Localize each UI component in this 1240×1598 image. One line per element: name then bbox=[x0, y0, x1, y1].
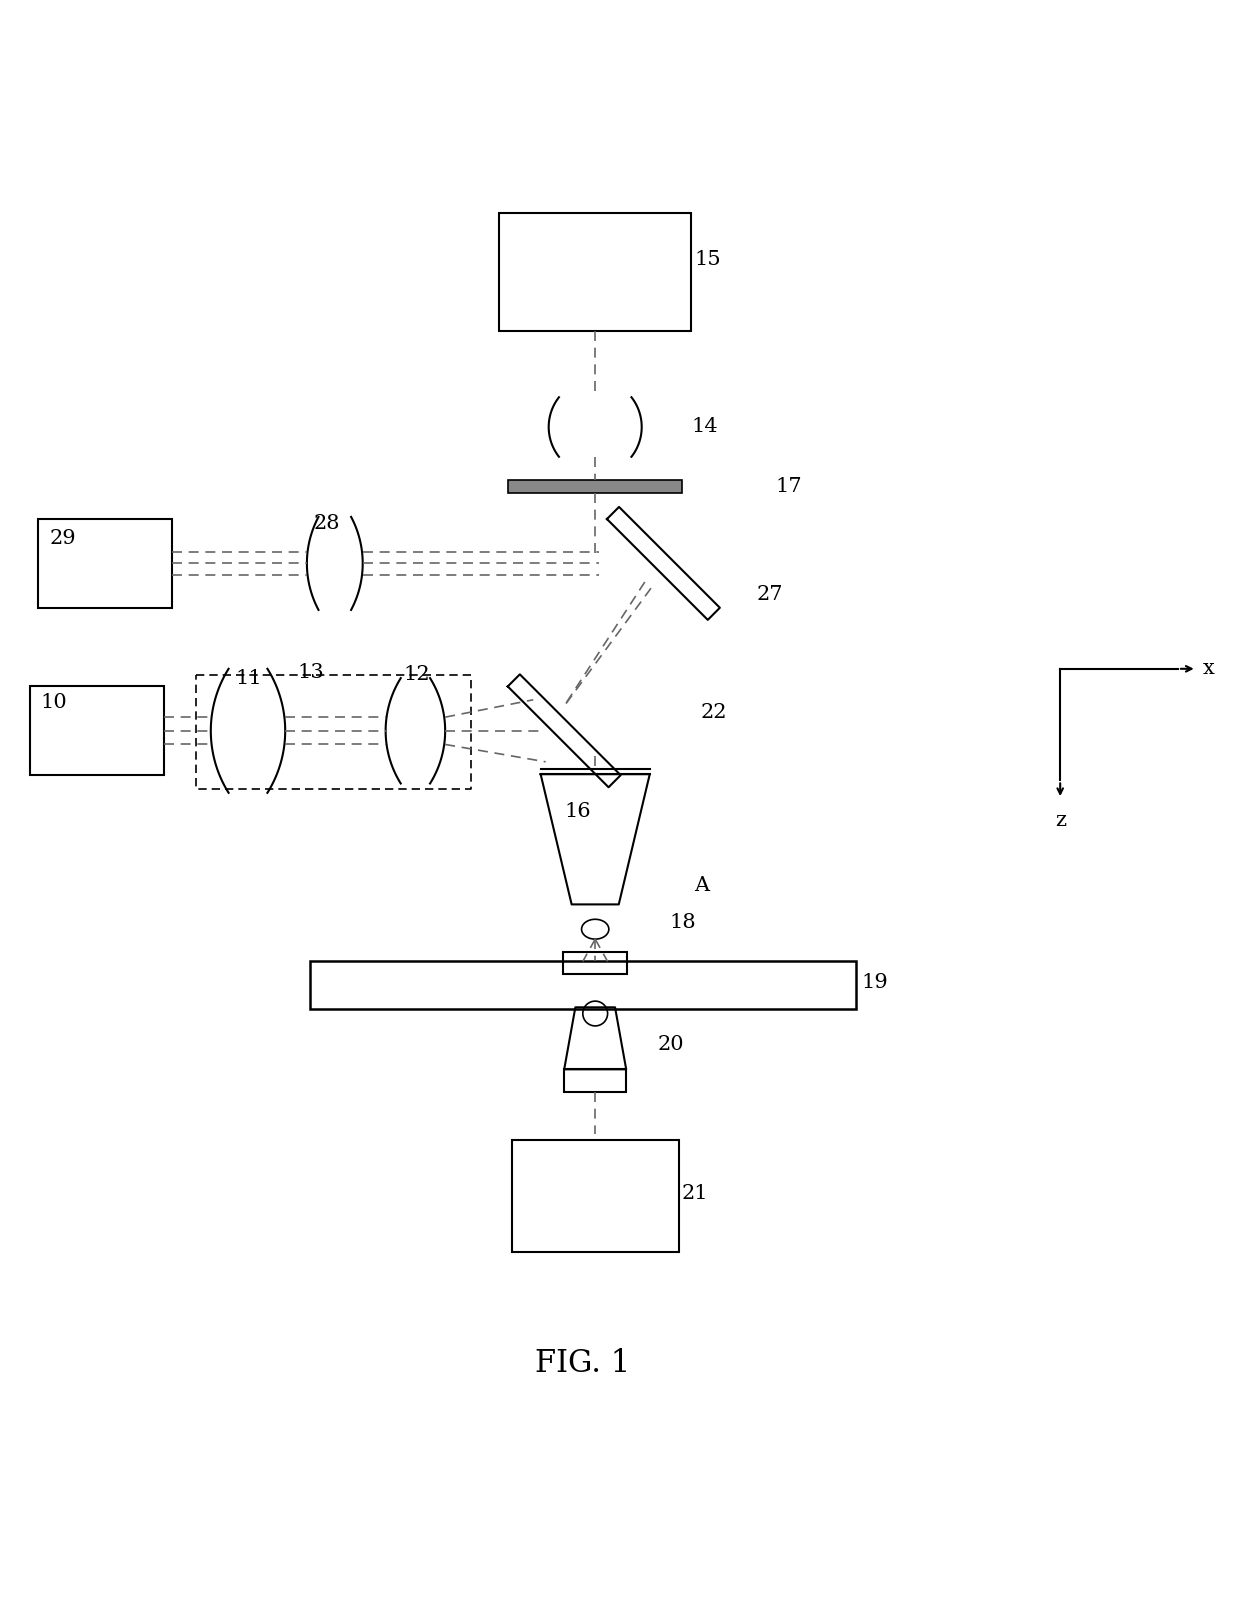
Bar bbox=[564, 1069, 626, 1091]
Text: 11: 11 bbox=[236, 670, 263, 689]
Text: 12: 12 bbox=[403, 665, 429, 684]
Text: FIG. 1: FIG. 1 bbox=[536, 1347, 630, 1379]
Text: 14: 14 bbox=[692, 417, 718, 436]
Text: 28: 28 bbox=[314, 515, 340, 534]
Bar bbox=[511, 1139, 680, 1251]
Text: z: z bbox=[1055, 812, 1065, 831]
Text: 10: 10 bbox=[41, 694, 68, 711]
Bar bbox=[563, 951, 627, 973]
Text: 27: 27 bbox=[756, 585, 782, 604]
Bar bbox=[310, 962, 856, 1008]
Text: A: A bbox=[694, 876, 709, 895]
Text: 21: 21 bbox=[682, 1184, 708, 1203]
Text: 22: 22 bbox=[701, 703, 727, 722]
Text: 13: 13 bbox=[298, 663, 325, 682]
Text: x: x bbox=[1203, 660, 1214, 678]
Bar bbox=[498, 213, 692, 331]
Text: 16: 16 bbox=[564, 802, 590, 821]
Text: 18: 18 bbox=[670, 914, 696, 933]
Text: 19: 19 bbox=[862, 973, 889, 992]
Text: 29: 29 bbox=[50, 529, 76, 548]
Bar bbox=[508, 481, 682, 492]
Bar bbox=[38, 519, 172, 609]
Text: 17: 17 bbox=[775, 478, 801, 495]
Bar bbox=[30, 686, 164, 775]
Text: 15: 15 bbox=[694, 251, 720, 268]
Text: 20: 20 bbox=[657, 1036, 683, 1055]
